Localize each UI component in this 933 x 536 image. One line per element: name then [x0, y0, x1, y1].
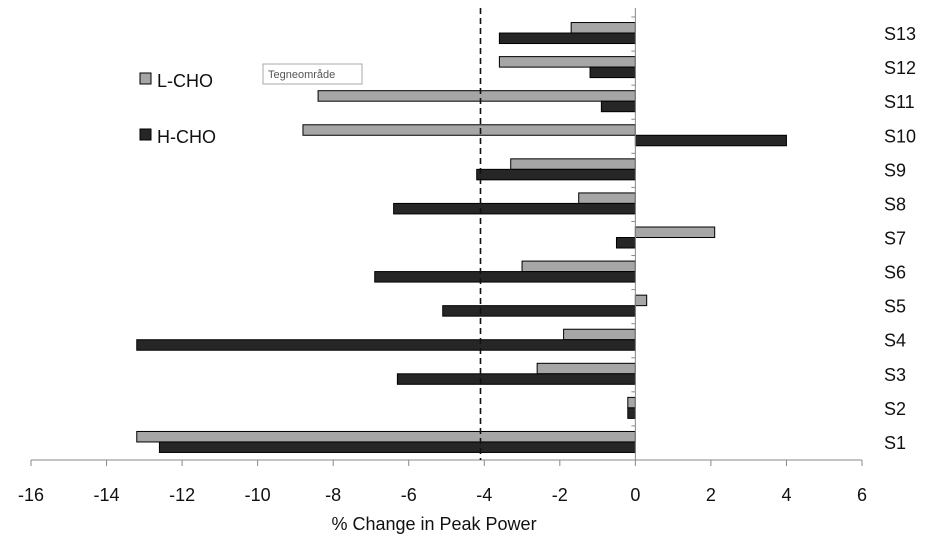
category-label-s9: S9: [884, 160, 906, 180]
bar-h-cho-s10: [634, 134, 787, 147]
bar-l-cho-s10: [302, 124, 636, 136]
bar-h-cho-s2: [627, 407, 636, 419]
bar-h-cho-s5: [442, 305, 636, 317]
legend-label-h-cho: H-CHO: [157, 127, 216, 147]
x-tick-label: -10: [245, 485, 271, 505]
x-tick-label: -4: [476, 485, 492, 505]
bar-h-cho-s1: [158, 441, 636, 453]
legend-swatch-l-cho: [139, 72, 152, 85]
bars-group: [136, 22, 787, 453]
bar-l-cho-s12: [498, 56, 636, 68]
bar-l-cho-s4: [563, 328, 636, 341]
annotation-box: Tegneområde: [262, 63, 363, 85]
bar-l-cho-s2: [627, 396, 636, 409]
category-label-s6: S6: [884, 263, 906, 283]
x-tick-label: -12: [169, 485, 195, 505]
bar-h-cho-s11: [600, 100, 636, 113]
bar-h-cho-s8: [393, 202, 636, 215]
bar-h-cho-s7: [615, 237, 636, 249]
bar-l-cho-s7: [634, 226, 716, 238]
bar-h-cho-s4: [136, 339, 636, 351]
annotation-text: Tegneområde: [268, 69, 335, 81]
x-tick-label: -6: [401, 485, 417, 505]
bar-l-cho-s11: [317, 90, 636, 102]
legend-swatch-h-cho: [139, 128, 152, 141]
category-label-s10: S10: [884, 126, 916, 146]
category-label-s7: S7: [884, 229, 906, 249]
x-tick-label: 4: [781, 485, 791, 505]
category-label-s1: S1: [884, 433, 906, 453]
x-tick-label: -14: [94, 485, 120, 505]
category-label-s2: S2: [884, 399, 906, 419]
x-axis-title: % Change in Peak Power: [331, 514, 536, 534]
axes-group: S1 S2 S3 S4 S5 S6 S7 S8 S9 S10 S11 S12 S13 -16 -14 -12 -…: [18, 8, 916, 505]
x-tick-label: 0: [630, 485, 640, 505]
bar-h-cho-s9: [476, 168, 636, 181]
category-label-s13: S13: [884, 24, 916, 44]
category-label-s12: S12: [884, 58, 916, 78]
category-label-s11: S11: [884, 92, 915, 112]
category-label-s3: S3: [884, 365, 906, 385]
bar-l-cho-s13: [570, 22, 636, 34]
x-tick-label: 6: [857, 485, 867, 505]
legend-label-l-cho: L-CHO: [157, 71, 213, 91]
x-tick-label: -8: [325, 485, 341, 505]
bar-h-cho-s3: [396, 373, 636, 385]
bar-h-cho-s6: [374, 271, 636, 283]
bar-l-cho-s1: [136, 430, 636, 443]
bar-h-cho-s13: [498, 32, 636, 45]
bar-l-cho-s9: [510, 158, 636, 170]
bar-l-cho-s3: [536, 362, 636, 375]
legend: L-CHO H-CHO: [139, 71, 216, 147]
x-tick-label: -2: [552, 485, 568, 505]
x-tick-label: 2: [706, 485, 716, 505]
bar-l-cho-s8: [578, 192, 636, 204]
category-label-s8: S8: [884, 194, 906, 214]
x-tick-label: -16: [18, 485, 44, 505]
bar-h-cho-s12: [589, 66, 636, 79]
bar-l-cho-s6: [521, 260, 636, 273]
category-label-s4: S4: [884, 331, 906, 351]
bar-l-cho-s5: [634, 294, 648, 307]
category-label-s5: S5: [884, 297, 906, 317]
